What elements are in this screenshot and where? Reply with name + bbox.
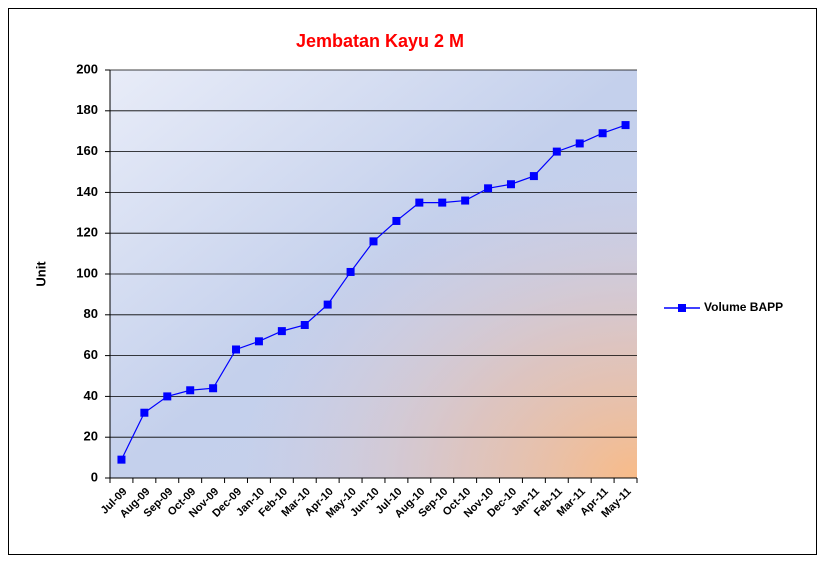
point-marker (209, 384, 218, 393)
y-tick-label: 200 (76, 61, 98, 76)
point-marker (529, 172, 538, 181)
point-marker (552, 147, 561, 156)
point-marker (415, 198, 424, 207)
y-tick-label: 180 (76, 102, 98, 117)
point-marker (186, 386, 195, 395)
point-marker (438, 198, 447, 207)
point-marker (140, 408, 149, 417)
y-tick-label: 40 (84, 388, 98, 403)
y-tick-label: 140 (76, 184, 98, 199)
point-marker (369, 237, 378, 246)
y-tick-label: 80 (84, 306, 98, 321)
point-marker (346, 267, 355, 276)
y-tick-label: 100 (76, 265, 98, 280)
point-marker (392, 216, 401, 225)
point-marker (117, 455, 126, 464)
y-tick-label: 160 (76, 143, 98, 158)
y-axis-label: Unit (33, 261, 48, 287)
y-tick-label: 120 (76, 225, 98, 240)
y-tick-label: 0 (91, 469, 98, 484)
legend-label: Volume BAPP (704, 300, 783, 314)
point-marker (461, 196, 470, 205)
point-marker (506, 180, 515, 189)
point-marker (484, 184, 493, 193)
legend-marker (678, 304, 686, 312)
point-marker (277, 327, 286, 336)
point-marker (621, 121, 630, 130)
y-tick-label: 60 (84, 347, 98, 362)
point-marker (598, 129, 607, 138)
point-marker (232, 345, 241, 354)
y-tick-label: 20 (84, 429, 98, 444)
point-marker (163, 392, 172, 401)
point-marker (323, 300, 332, 309)
point-marker (300, 321, 309, 329)
point-marker (254, 337, 263, 346)
chart-title: Jembatan Kayu 2 M (296, 31, 464, 51)
point-marker (575, 139, 584, 148)
